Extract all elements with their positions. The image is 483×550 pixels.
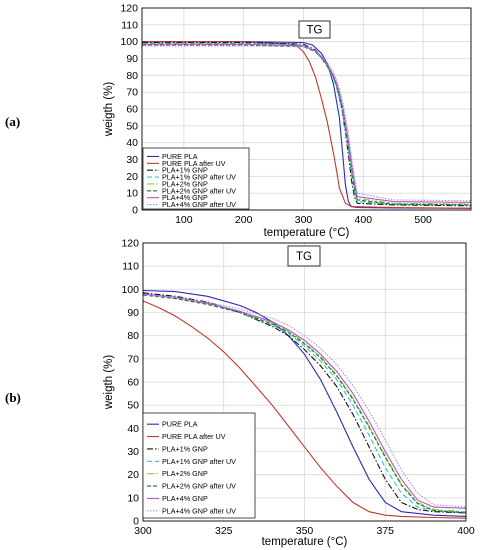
x-axis-label: temperature (°C) xyxy=(262,536,348,548)
x-tick-label: 350 xyxy=(296,525,314,537)
x-tick-label: 200 xyxy=(235,214,253,226)
x-tick-label: 500 xyxy=(414,214,432,226)
y-tick-label: 40 xyxy=(127,423,139,435)
series-line-7 xyxy=(142,43,472,203)
y-tick-label: 110 xyxy=(122,261,139,273)
y-tick-label: 0 xyxy=(133,516,139,528)
y-tick-label: 50 xyxy=(126,120,138,132)
series-line-7 xyxy=(142,293,467,509)
y-axis-label: weigth (%) xyxy=(103,355,115,410)
y-tick-label: 10 xyxy=(127,492,139,504)
title-box xyxy=(287,245,321,267)
legend-label: PLA+4% GNP xyxy=(162,193,208,202)
y-tick-label: 20 xyxy=(126,171,138,183)
legend-box xyxy=(142,147,250,210)
legend-label: PLA+4% GNP after UV xyxy=(162,506,236,515)
legend-label: PLA+1% GNP after UV xyxy=(162,173,236,182)
y-tick-label: 20 xyxy=(127,469,139,481)
y-tick-label: 110 xyxy=(121,19,138,31)
y-tick-label: 50 xyxy=(127,400,139,412)
legend-label: PURE PLA after UV xyxy=(162,432,226,441)
y-tick-label: 100 xyxy=(120,36,138,48)
series-line-8 xyxy=(142,294,467,508)
x-tick-label: 400 xyxy=(355,214,373,226)
legend-label: PLA+1% GNP xyxy=(162,166,208,175)
y-tick-label: 10 xyxy=(126,188,138,200)
y-tick-label: 120 xyxy=(121,238,139,250)
panel-label-b: (b) xyxy=(5,390,21,405)
y-tick-label: 120 xyxy=(120,3,138,15)
series-line-6 xyxy=(142,294,467,514)
legend-label: PLA+2% GNP after UV xyxy=(162,482,236,491)
legend-label: PLA+1% GNP xyxy=(162,444,208,453)
y-tick-label: 60 xyxy=(126,104,138,116)
y-tick-label: 60 xyxy=(127,377,139,389)
legend-label: PLA+2% GNP after UV xyxy=(162,186,236,195)
x-tick-label: 325 xyxy=(215,525,233,537)
x-tick-label: 100 xyxy=(175,214,193,226)
y-tick-label: 30 xyxy=(127,446,139,458)
legend-label: PLA+4% GNP after UV xyxy=(162,200,236,209)
chart-title: TG xyxy=(307,25,323,37)
x-tick-label: 400 xyxy=(457,525,475,537)
x-tick-label: 300 xyxy=(134,525,152,537)
y-tick-label: 100 xyxy=(121,284,139,296)
series-line-6 xyxy=(142,44,472,206)
series-line-1 xyxy=(142,289,467,517)
y-tick-label: 80 xyxy=(126,70,138,82)
x-axis-label: temperature (°C) xyxy=(264,227,350,239)
y-tick-label: 30 xyxy=(126,154,138,166)
y-tick-label: 90 xyxy=(126,53,138,65)
y-tick-label: 40 xyxy=(126,137,138,149)
legend-label: PLA+2% GNP xyxy=(162,469,208,478)
x-tick-label: 300 xyxy=(295,214,313,226)
series-line-8 xyxy=(142,45,472,202)
chart-b: 0 10 20 30 40 50 60 70 80 90 100 110 120 300 325 350 375… xyxy=(103,238,475,549)
legend: PURE PLA PURE PLA after UV PLA+1% GNP PLA+1… xyxy=(142,412,256,519)
legend-label: PURE PLA after UV xyxy=(162,159,226,168)
y-axis-label: weigth (%) xyxy=(103,82,115,137)
legend-label: PLA+2% GNP xyxy=(162,179,208,188)
legend-box xyxy=(142,412,256,519)
series-line-2 xyxy=(142,300,467,519)
legend-label: PURE PLA xyxy=(162,152,198,161)
legend-label: PLA+4% GNP xyxy=(162,494,208,503)
title-box xyxy=(298,20,331,39)
y-tick-label: 90 xyxy=(127,307,139,319)
y-tick-label: 80 xyxy=(127,330,139,342)
y-tick-label: 70 xyxy=(127,353,139,365)
y-tick-label: 70 xyxy=(126,87,138,99)
legend-label: PLA+1% GNP after UV xyxy=(162,457,236,466)
chart-a: 0 10 20 30 40 50 60 70 80 90 100 110 120 100 200 300 400… xyxy=(103,3,472,239)
x-tick-label: 375 xyxy=(376,525,394,537)
plot-frame xyxy=(142,242,467,522)
plot-frame xyxy=(141,7,472,211)
series-line-3 xyxy=(142,41,472,207)
chart-title: TG xyxy=(296,251,312,263)
legend-label: PURE PLA xyxy=(162,420,198,429)
panel-label-a: (a) xyxy=(5,114,20,129)
series-line-4 xyxy=(142,293,467,513)
y-tick-label: 0 xyxy=(132,205,138,217)
